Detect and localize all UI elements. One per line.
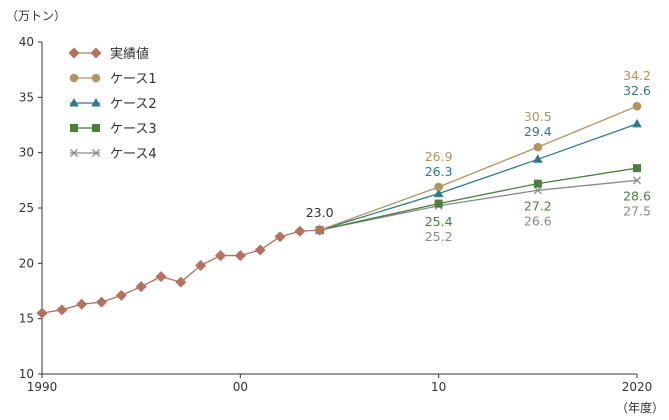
data-label-10: 32.6: [623, 83, 651, 98]
series-point-0-1997: [175, 276, 187, 288]
series-point-0-1999: [215, 250, 226, 262]
series-0: [36, 224, 326, 319]
series-point-0-1998: [195, 260, 207, 272]
x-tick-label-2000: 00: [233, 380, 248, 394]
series-point-0-1992: [76, 298, 88, 310]
series-point-2-2015: [533, 154, 543, 163]
y-tick-label-35: 35: [19, 90, 34, 104]
y-tick-label-10: 10: [19, 367, 34, 381]
legend-marker-right-0: [90, 47, 102, 59]
y-axis-unit-label: （万トン）: [6, 9, 66, 23]
series-point-4-2015: [533, 186, 542, 195]
x-tick-label-2010: 10: [431, 380, 446, 394]
series-point-0-1991: [56, 304, 68, 316]
data-label-1: 26.9: [425, 149, 453, 164]
legend-item-1: ケース1: [69, 72, 157, 87]
legend-label-3: ケース3: [110, 122, 157, 137]
series-point-2-2020: [632, 118, 642, 128]
series-point-0-2002: [274, 231, 286, 243]
series-point-0-2001: [254, 244, 266, 256]
data-label-7: 27.2: [524, 198, 552, 213]
legend-marker-left-1: [69, 73, 79, 83]
legend-label-2: ケース2: [110, 97, 157, 112]
y-tick-label-25: 25: [19, 201, 34, 215]
data-label-8: 26.6: [524, 213, 552, 228]
series-line-2: [319, 123, 638, 231]
series-point-0-2003: [294, 225, 306, 237]
series-line-3: [319, 167, 638, 231]
series-point-0-2000: [234, 250, 246, 262]
legend-item-0: 実績値: [68, 46, 149, 62]
series-4: [315, 176, 641, 235]
legend-marker-left-2: [69, 98, 79, 107]
legend-marker-right-2: [91, 98, 101, 107]
legend-marker-left-3: [70, 124, 78, 132]
series-point-0-1996: [155, 271, 167, 283]
legend-item-3: ケース3: [70, 122, 157, 137]
legend-item-2: ケース2: [69, 97, 157, 112]
data-label-4: 25.2: [425, 229, 453, 244]
series-line-0: [41, 229, 320, 314]
series-point-0-1994: [115, 289, 127, 301]
y-tick-label-30: 30: [19, 146, 34, 160]
data-labels: 23.0 26.926.3 25.425.2 30.529.4 27.226.6 34.2…: [306, 68, 651, 244]
axes: 10 15 20 25 30 35 40 1990 00 10 2020: [19, 35, 653, 394]
data-label-3: 25.4: [425, 214, 453, 229]
series-point-0-1990: [36, 307, 48, 319]
series-layer: [36, 101, 642, 319]
series-1: [315, 101, 642, 235]
series-point-0-2004: [314, 224, 326, 236]
series-point-1-2020: [632, 101, 642, 111]
data-label-0: 23.0: [306, 205, 334, 220]
x-tick-label-2020: 2020: [622, 380, 653, 394]
legend-marker-right-4: [92, 149, 100, 157]
data-label-2: 26.3: [425, 164, 453, 179]
legend-label-1: ケース1: [110, 72, 157, 87]
y-tick-label-20: 20: [19, 256, 34, 270]
y-tick-label-15: 15: [19, 312, 34, 326]
legend-marker-right-1: [91, 73, 101, 83]
x-axis-unit-label: （年度）: [616, 400, 664, 415]
series-2: [314, 118, 642, 234]
legend-label-0: 実績値: [110, 46, 149, 62]
data-label-6: 29.4: [524, 124, 552, 139]
series-point-3-2020: [633, 164, 641, 173]
legend-item-4: ケース4: [70, 147, 157, 162]
series-point-2-2010: [433, 188, 444, 198]
series-point-1-2010: [434, 182, 443, 192]
series-line-1: [319, 105, 638, 231]
x-tick-label-1990: 1990: [27, 380, 58, 394]
series-point-1-2015: [533, 142, 543, 152]
y-tick-label-40: 40: [19, 35, 34, 49]
series-point-0-1993: [96, 296, 107, 308]
series-line-4: [319, 179, 638, 231]
legend-marker-right-3: [92, 124, 100, 132]
legend-marker-left-0: [68, 47, 80, 59]
data-label-12: 27.5: [623, 203, 651, 218]
series-point-4-2020: [633, 176, 641, 185]
data-label-5: 30.5: [524, 109, 552, 124]
data-label-11: 28.6: [623, 188, 651, 203]
series-point-3-2010: [434, 199, 443, 208]
series-point-3-2015: [533, 179, 542, 188]
series-point-0-1995: [135, 281, 147, 293]
legend-marker-left-4: [70, 149, 78, 157]
data-label-9: 34.2: [623, 68, 651, 83]
legend-label-4: ケース4: [110, 147, 157, 162]
